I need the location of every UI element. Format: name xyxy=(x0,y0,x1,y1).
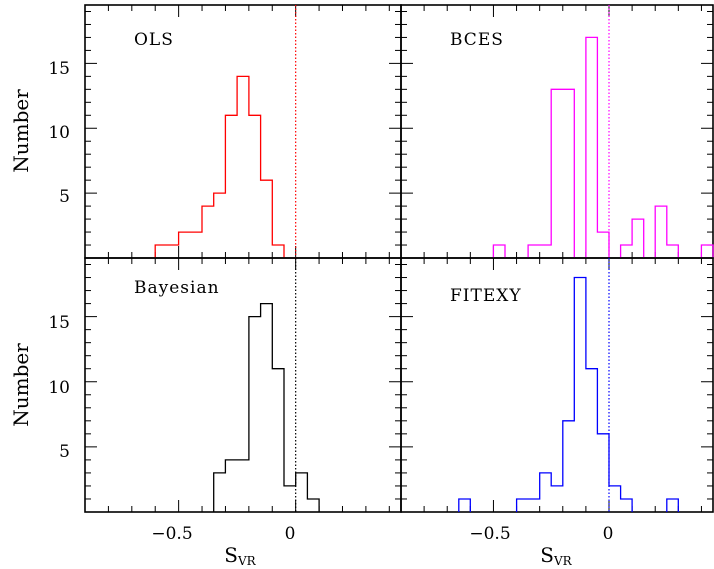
panel-fitexy: FITEXY −0.5 0 SVR xyxy=(400,257,714,568)
tick-marks xyxy=(85,258,401,512)
histogram-outline xyxy=(213,302,320,512)
x-axis-title: SVR xyxy=(540,543,572,568)
y-tick-label-5: 5 xyxy=(59,442,70,462)
panel-frame xyxy=(84,4,402,259)
panel-label: OLS xyxy=(134,30,174,50)
histogram-outline xyxy=(458,276,679,512)
panel-frame xyxy=(400,257,714,513)
y-tick-label-10: 10 xyxy=(48,378,70,398)
tick-marks xyxy=(401,258,713,512)
y-axis-title: Number xyxy=(9,89,33,173)
panel-label: Bayesian xyxy=(134,278,220,298)
y-axis-title: Number xyxy=(9,343,33,427)
y-tick-label-5: 5 xyxy=(59,187,70,207)
x-tick-label-neg05: −0.5 xyxy=(469,524,510,544)
y-tick-label-10: 10 xyxy=(48,123,70,143)
x-axis-title: SVR xyxy=(224,543,256,568)
x-tick-label-0: 0 xyxy=(285,524,296,544)
panel-bces: BCES xyxy=(400,4,714,259)
y-tick-label-15: 15 xyxy=(48,59,70,79)
y-tick-label-15: 15 xyxy=(48,313,70,333)
x-tick-label-0: 0 xyxy=(603,524,614,544)
panel-label: FITEXY xyxy=(450,286,522,306)
tick-marks xyxy=(85,5,401,258)
x-tick-label-neg05: −0.5 xyxy=(151,524,192,544)
histogram-outline xyxy=(492,36,714,258)
panel-bayesian: Bayesian 15 10 5 Number −0.5 0 SVR xyxy=(9,257,402,568)
panel-ols: OLS 15 10 5 Number xyxy=(9,4,402,259)
histogram-outline xyxy=(154,75,285,258)
panel-frame xyxy=(84,257,402,513)
panel-label: BCES xyxy=(450,30,504,50)
